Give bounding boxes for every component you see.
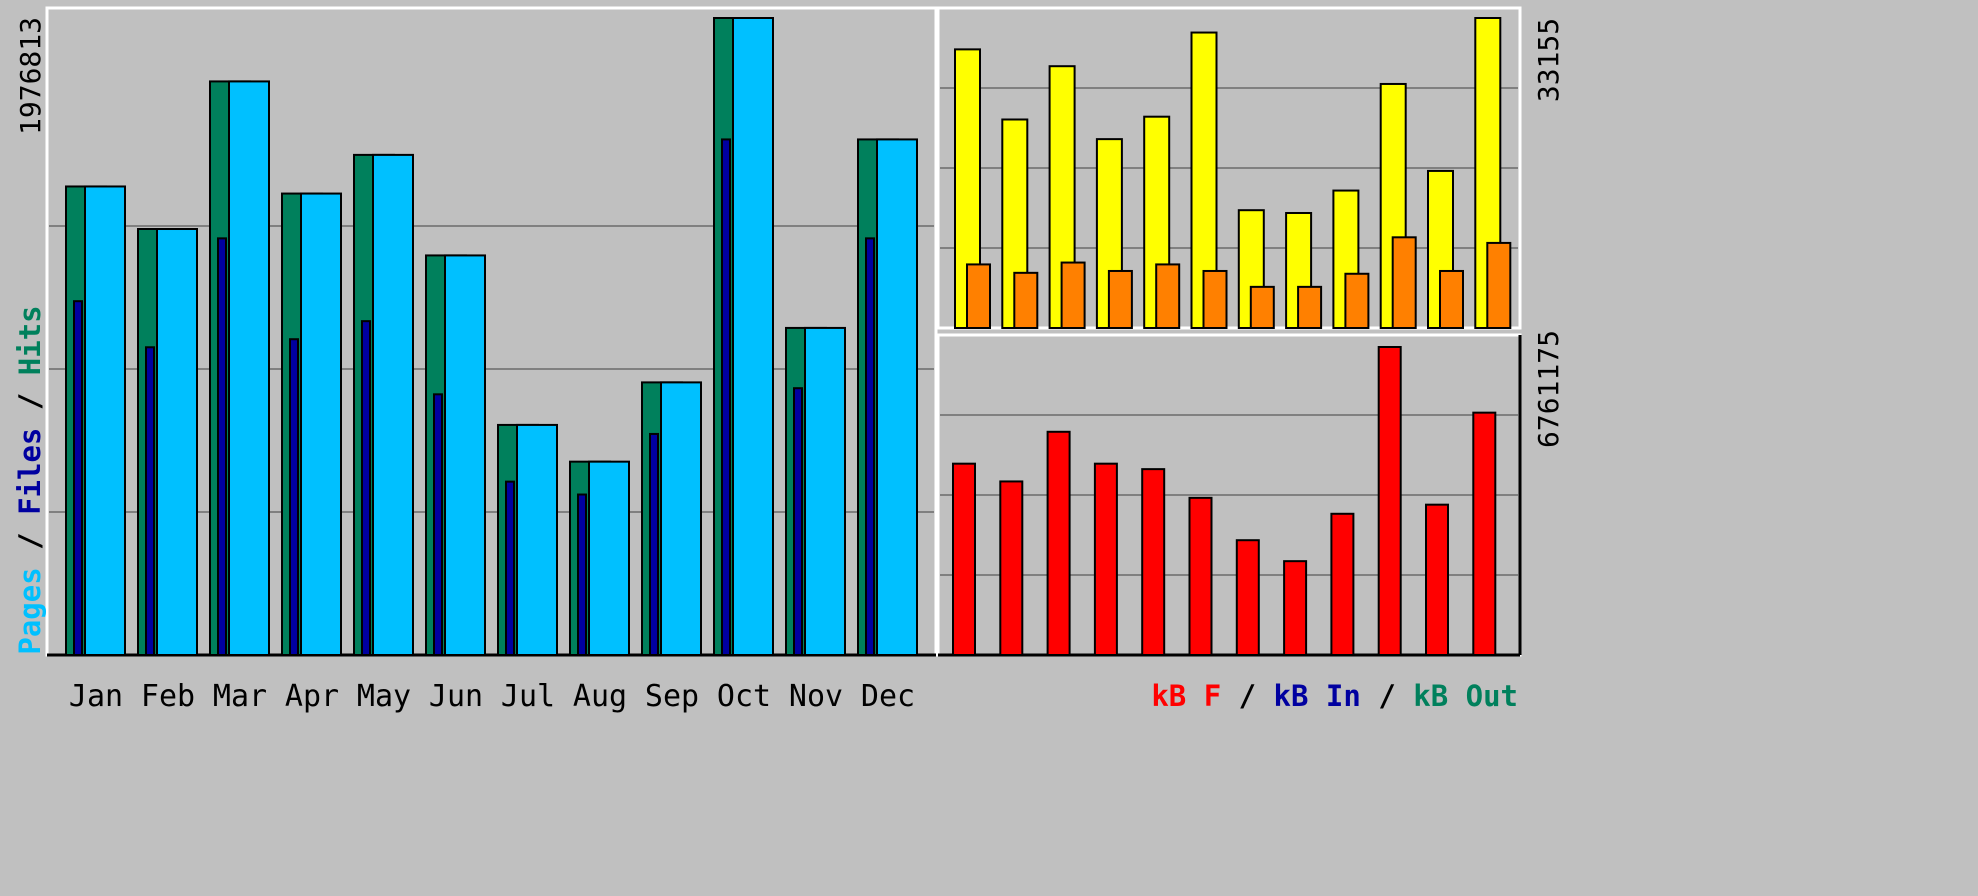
sites-bar-jul	[1249, 285, 1275, 329]
pages-bar-dec	[865, 237, 875, 656]
pages-bar-jan	[73, 300, 83, 656]
kbytes-bar-apr	[1093, 462, 1118, 656]
month-label-feb: Feb	[141, 679, 195, 714]
month-label-jan: Jan	[69, 679, 123, 714]
month-label-jul: Jul	[501, 679, 555, 714]
legend-item: Hits	[13, 305, 47, 392]
month-label-oct: Oct	[717, 679, 771, 714]
pages-bar-jul	[505, 480, 515, 656]
month-label-dec: Dec	[861, 679, 915, 714]
files-bar-sep	[660, 381, 702, 656]
pages-bar-jun	[433, 393, 443, 656]
legend-item: Files	[13, 428, 47, 533]
legend-item: kB Out	[1396, 679, 1518, 713]
kbytes-bar-sep	[1330, 512, 1355, 656]
files-bar-aug	[588, 460, 630, 657]
kbytes-bar-nov	[1425, 503, 1449, 657]
sites-bar-sep	[1344, 272, 1370, 329]
bar-marks	[65, 17, 1512, 657]
month-label-sep: Sep	[645, 679, 699, 714]
pages-bar-oct	[721, 138, 731, 656]
month-label-jun: Jun	[429, 679, 483, 714]
month-label-may: May	[357, 679, 411, 714]
chart-labels: Jan Feb Mar Apr May Jun Jul Aug Sep Oct Nov Dec 1976…	[13, 17, 1565, 714]
files-bar-jun	[444, 254, 486, 656]
files-bar-jul	[516, 423, 558, 656]
sites-bar-apr	[1107, 269, 1133, 330]
pages-bar-mar	[217, 237, 227, 656]
pages-bar-sep	[649, 432, 659, 657]
kbytes-bar-jul	[1235, 539, 1260, 656]
files-bar-mar	[228, 80, 270, 656]
kbytes-bar-jun	[1188, 496, 1213, 657]
kbytes-legend: kB F / kB In / kB Out	[1151, 679, 1518, 713]
legend-item: /	[13, 393, 47, 428]
legend-item: Pages	[13, 567, 47, 654]
files-bar-may	[372, 153, 414, 656]
sites-bar-dec	[1486, 241, 1512, 329]
y-max-label-left: 1976813	[14, 17, 47, 135]
kbytes-bar-jan	[952, 462, 976, 656]
files-bar-nov	[804, 326, 846, 656]
sites-bar-may	[1155, 263, 1181, 330]
pages-bar-may	[361, 320, 371, 656]
legend-item: /	[1361, 679, 1396, 713]
pages-bar-nov	[793, 387, 803, 656]
y-max-label-bottom-right: 6761175	[1532, 330, 1565, 448]
sites-bar-jan	[966, 263, 991, 330]
files-bar-jan	[84, 185, 126, 656]
y-max-label-top-right: 33155	[1532, 18, 1565, 102]
pages-bar-apr	[289, 338, 299, 656]
kbytes-bar-oct	[1377, 346, 1402, 656]
sites-bar-mar	[1060, 261, 1086, 329]
legend-item: /	[1221, 679, 1256, 713]
kbytes-bar-feb	[999, 480, 1024, 656]
files-bar-apr	[300, 192, 342, 656]
month-label-apr: Apr	[285, 679, 339, 714]
files-bar-feb	[156, 228, 198, 656]
kbytes-bar-may	[1141, 468, 1166, 657]
pages-bar-aug	[577, 493, 587, 656]
legend-item: kB F	[1151, 679, 1221, 713]
month-label-nov: Nov	[789, 679, 843, 714]
sites-bar-jun	[1202, 269, 1228, 330]
files-bar-dec	[876, 138, 918, 656]
kbytes-bar-dec	[1472, 411, 1497, 656]
sites-bar-oct	[1391, 236, 1417, 329]
left-legend: Pages / Files / Hits	[13, 305, 47, 654]
month-label-mar: Mar	[213, 679, 267, 714]
sites-bar-aug	[1297, 285, 1323, 329]
sites-bar-feb	[1013, 271, 1039, 330]
sites-bar-nov	[1439, 269, 1464, 330]
kbytes-bar-aug	[1283, 560, 1308, 656]
month-label-aug: Aug	[573, 679, 627, 714]
files-bar-oct	[732, 17, 774, 656]
kbytes-bar-mar	[1046, 430, 1071, 656]
pages-bar-feb	[145, 346, 155, 656]
legend-item: kB In	[1256, 679, 1361, 713]
legend-item: /	[13, 532, 47, 567]
